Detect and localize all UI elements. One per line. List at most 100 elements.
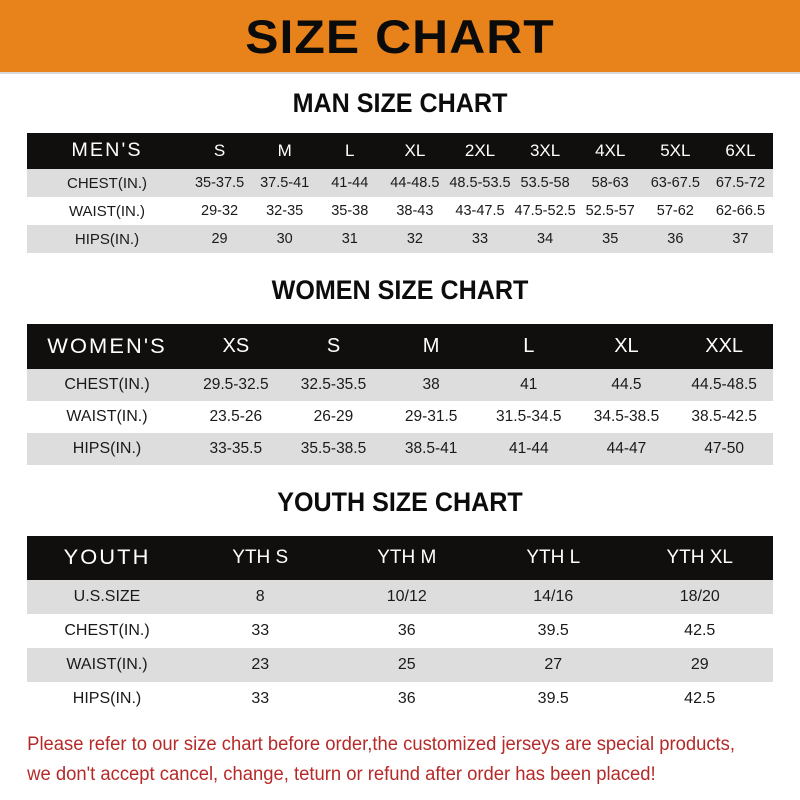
disclaimer: Please refer to our size chart before or… bbox=[0, 730, 776, 790]
row-label: U.S.SIZE bbox=[73, 588, 141, 605]
measurement-cell: 35.5-38.5 bbox=[300, 440, 367, 457]
column-header: 3XL bbox=[529, 141, 561, 160]
table-row: WAIST(IN.) 23.5-26 26-29 29-31.5 31.5-34.5 34… bbox=[27, 401, 773, 433]
row-label: HIPS(IN.) bbox=[74, 230, 140, 248]
measurement-cell: 67.5-72 bbox=[715, 175, 766, 191]
measurement-cell: 62-66.5 bbox=[715, 203, 766, 219]
column-header: YTH L bbox=[526, 547, 581, 568]
table-row: HIPS(IN.) 33 36 39.5 42.5 bbox=[27, 682, 773, 716]
measurement-cell: 27 bbox=[544, 656, 563, 673]
measurement-cell: 23.5-26 bbox=[209, 408, 263, 425]
man-table-head: MEN'S S M L XL 2XL 3XL 4XL 5XL 6XL bbox=[27, 133, 773, 169]
measurement-cell: 41 bbox=[520, 376, 538, 393]
measurement-cell: 10/12 bbox=[386, 588, 427, 605]
row-label: HIPS(IN.) bbox=[72, 690, 142, 707]
measurement-cell: 47-50 bbox=[704, 440, 744, 457]
measurement-cell: 33 bbox=[251, 690, 270, 707]
youth-table-head: YOUTH YTH S YTH M YTH L YTH XL bbox=[27, 536, 773, 580]
measurement-cell: 38.5-42.5 bbox=[691, 408, 757, 425]
measurement-cell: 31.5-34.5 bbox=[496, 408, 562, 425]
measurement-cell: 33-35.5 bbox=[209, 440, 263, 457]
table-row: WAIST(IN.) 29-32 32-35 35-38 38-43 43-47.5 47.… bbox=[27, 197, 773, 225]
measurement-cell: 53.5-58 bbox=[520, 175, 570, 191]
man-table-body: CHEST(IN.) 35-37.5 37.5-41 41-44 44-48.5 48.5… bbox=[27, 169, 773, 253]
column-header: XXL bbox=[705, 335, 744, 357]
row-label: WAIST(IN.) bbox=[66, 408, 148, 425]
page-banner: SIZE CHART bbox=[0, 0, 800, 74]
section-title-youth: YOUTH SIZE CHART bbox=[277, 487, 523, 517]
row-label: CHEST(IN.) bbox=[64, 376, 150, 393]
measurement-cell: 25 bbox=[397, 656, 416, 673]
women-header-row: WOMEN'S XS S M L XL XXL bbox=[27, 324, 773, 369]
column-header: L bbox=[345, 141, 355, 160]
measurement-cell: 41-44 bbox=[508, 440, 549, 457]
column-header: M bbox=[277, 141, 292, 160]
column-header: M bbox=[422, 335, 440, 357]
measurement-cell: 38.5-41 bbox=[404, 440, 458, 457]
measurement-cell: 36 bbox=[397, 690, 416, 707]
man-header-row: MEN'S S M L XL 2XL 3XL 4XL 5XL 6XL bbox=[27, 133, 773, 169]
measurement-cell: 63-67.5 bbox=[650, 175, 700, 191]
table-corner-label: MEN'S bbox=[71, 140, 143, 161]
column-header: YTH M bbox=[377, 547, 437, 568]
table-row: WAIST(IN.) 23 25 27 29 bbox=[27, 648, 773, 682]
measurement-cell: 38-43 bbox=[396, 203, 434, 219]
measurement-cell: 41-44 bbox=[331, 175, 369, 191]
measurement-cell: 52.5-57 bbox=[585, 203, 635, 219]
youth-header-row: YOUTH YTH S YTH M YTH L YTH XL bbox=[27, 536, 773, 580]
women-table-body: CHEST(IN.) 29.5-32.5 32.5-35.5 38 41 44.5 44.5… bbox=[27, 369, 773, 465]
measurement-cell: 35-38 bbox=[331, 203, 369, 219]
row-label: CHEST(IN.) bbox=[67, 174, 147, 192]
youth-table-body: U.S.SIZE 8 10/12 14/16 18/20 CHEST(IN.) 33 36 39… bbox=[27, 580, 773, 716]
section-women: WOMEN SIZE CHART WOMEN'S XS S M L XL XXL CHEST… bbox=[0, 275, 800, 465]
women-table-head: WOMEN'S XS S M L XL XXL bbox=[27, 324, 773, 369]
measurement-cell: 44-48.5 bbox=[390, 175, 440, 191]
measurement-cell: 35 bbox=[602, 231, 619, 247]
row-label: CHEST(IN.) bbox=[64, 622, 150, 639]
column-header: L bbox=[523, 335, 535, 357]
disclaimer-line-2: we don't accept cancel, change, teturn o… bbox=[27, 764, 656, 785]
row-label: WAIST(IN.) bbox=[68, 202, 146, 220]
measurement-cell: 37 bbox=[732, 231, 749, 247]
column-header: XS bbox=[222, 335, 250, 357]
measurement-cell: 23 bbox=[251, 656, 270, 673]
page-title: SIZE CHART bbox=[245, 9, 555, 63]
measurement-cell: 31 bbox=[341, 231, 358, 247]
measurement-cell: 18/20 bbox=[679, 588, 720, 605]
measurement-cell: 38 bbox=[422, 376, 440, 393]
measurement-cell: 44.5-48.5 bbox=[691, 376, 757, 393]
women-size-table: WOMEN'S XS S M L XL XXL CHEST(IN.) 29.5-32.5 32.… bbox=[27, 324, 773, 465]
column-header: S bbox=[213, 141, 226, 160]
measurement-cell: 32-35 bbox=[266, 203, 304, 219]
measurement-cell: 34 bbox=[537, 231, 554, 247]
table-corner-label: YOUTH bbox=[63, 546, 151, 569]
row-label: HIPS(IN.) bbox=[72, 440, 142, 457]
man-size-table: MEN'S S M L XL 2XL 3XL 4XL 5XL 6XL CHEST(IN.) 35-3… bbox=[27, 133, 773, 253]
measurement-cell: 14/16 bbox=[533, 588, 574, 605]
measurement-cell: 44.5 bbox=[611, 376, 642, 393]
column-header: 6XL bbox=[725, 141, 756, 160]
measurement-cell: 29 bbox=[690, 656, 709, 673]
column-header: XL bbox=[404, 141, 426, 160]
column-header: 5XL bbox=[660, 141, 691, 160]
measurement-cell: 26-29 bbox=[313, 408, 354, 425]
measurement-cell: 57-62 bbox=[656, 203, 694, 219]
measurement-cell: 34.5-38.5 bbox=[593, 408, 660, 425]
measurement-cell: 35-37.5 bbox=[194, 175, 245, 191]
measurement-cell: 39.5 bbox=[537, 690, 569, 707]
table-row: HIPS(IN.) 33-35.5 35.5-38.5 38.5-41 41-44 44-… bbox=[27, 433, 773, 465]
table-row: CHEST(IN.) 33 36 39.5 42.5 bbox=[27, 614, 773, 648]
section-man: MAN SIZE CHART MEN'S S M L XL 2XL 3XL 4XL 5XL 6XL… bbox=[0, 88, 800, 253]
table-row: CHEST(IN.) 35-37.5 37.5-41 41-44 44-48.5 48.5… bbox=[27, 169, 773, 197]
measurement-cell: 8 bbox=[255, 588, 265, 605]
section-youth: YOUTH SIZE CHART YOUTH YTH S YTH M YTH L YTH… bbox=[0, 487, 800, 716]
row-label: WAIST(IN.) bbox=[66, 656, 148, 673]
measurement-cell: 44-47 bbox=[606, 440, 647, 457]
column-header: YTH XL bbox=[666, 547, 734, 568]
measurement-cell: 30 bbox=[276, 231, 293, 247]
youth-size-table: YOUTH YTH S YTH M YTH L YTH XL U.S.SIZE 8 10/1… bbox=[27, 536, 773, 716]
measurement-cell: 29-32 bbox=[201, 203, 239, 219]
column-header: 2XL bbox=[464, 141, 496, 160]
table-corner-label: WOMEN'S bbox=[47, 334, 167, 358]
